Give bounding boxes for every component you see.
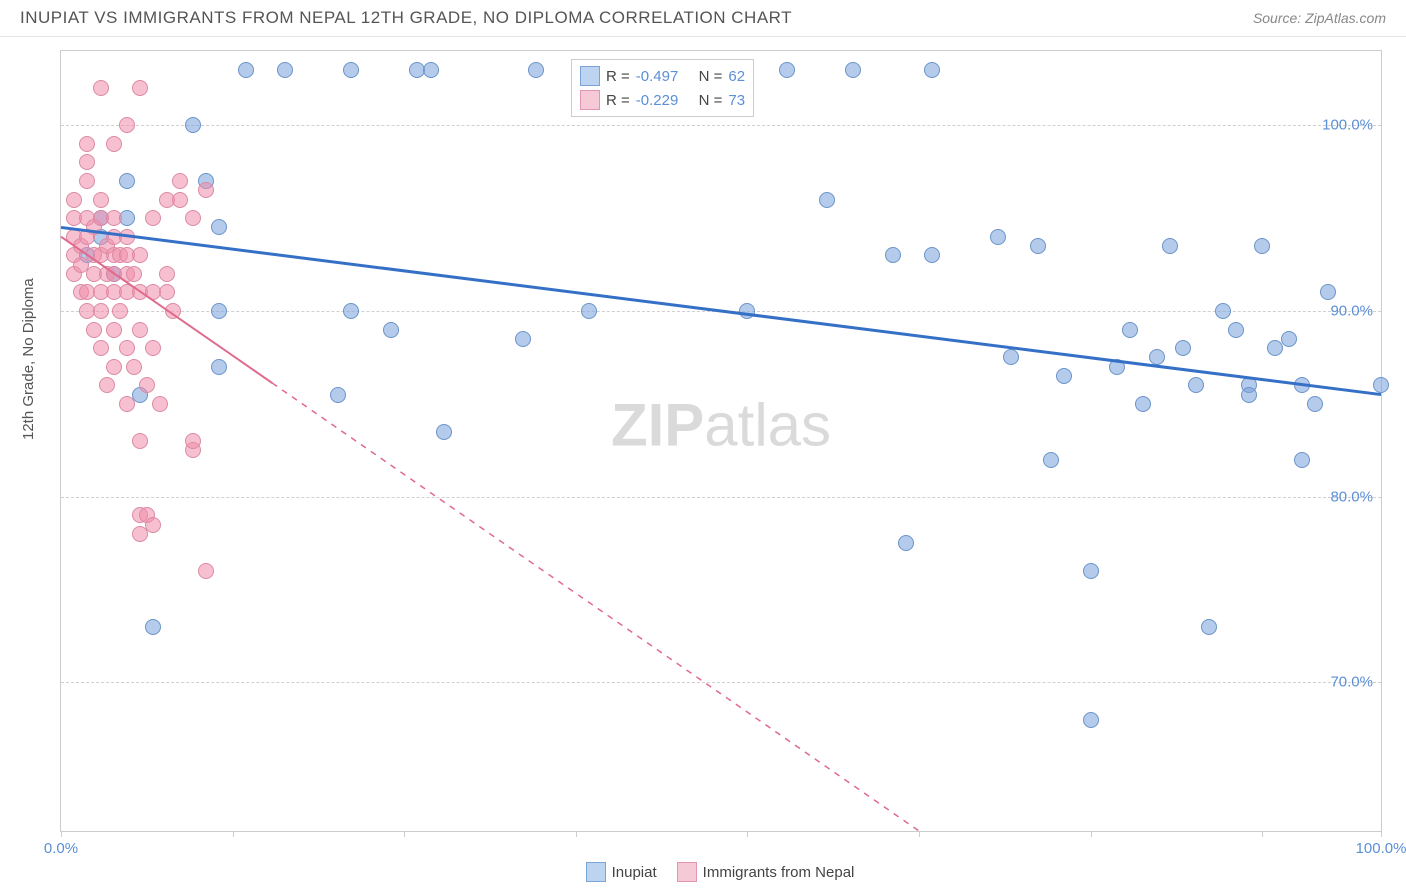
regression-lines	[61, 51, 1381, 831]
correlation-legend: R = -0.497 N = 62 R = -0.229 N = 73	[571, 59, 754, 117]
r-value: -0.497	[636, 68, 679, 85]
regression-line-dashed	[272, 383, 919, 831]
x-tick	[61, 831, 62, 837]
n-value: 73	[728, 92, 745, 109]
chart-plot-area: 70.0%80.0%90.0%100.0%0.0%100.0% ZIPatlas…	[60, 50, 1382, 832]
x-tick	[747, 831, 748, 837]
regression-line-solid	[61, 227, 1381, 394]
legend-item: Immigrants from Nepal	[677, 862, 855, 882]
r-label: R =	[606, 92, 630, 109]
r-value: -0.229	[636, 92, 679, 109]
legend-label: Inupiat	[612, 864, 657, 881]
legend-label: Immigrants from Nepal	[703, 864, 855, 881]
x-tick	[1091, 831, 1092, 837]
swatch-icon	[677, 862, 697, 882]
correlation-row-1: R = -0.497 N = 62	[580, 64, 745, 88]
regression-line-solid	[61, 237, 272, 383]
correlation-row-2: R = -0.229 N = 73	[580, 88, 745, 112]
x-tick	[233, 831, 234, 837]
n-label: N =	[699, 92, 723, 109]
chart-title: INUPIAT VS IMMIGRANTS FROM NEPAL 12TH GR…	[20, 8, 792, 28]
x-tick	[919, 831, 920, 837]
swatch-icon	[580, 66, 600, 86]
series-legend: Inupiat Immigrants from Nepal	[60, 862, 1380, 882]
y-axis-label: 12th Grade, No Diploma	[20, 278, 37, 440]
x-tick	[1262, 831, 1263, 837]
x-tick-label: 100.0%	[1356, 840, 1406, 857]
x-tick-label: 0.0%	[44, 840, 78, 857]
legend-item: Inupiat	[586, 862, 657, 882]
x-tick	[1381, 831, 1382, 837]
r-label: R =	[606, 68, 630, 85]
chart-header: INUPIAT VS IMMIGRANTS FROM NEPAL 12TH GR…	[0, 0, 1406, 37]
swatch-icon	[586, 862, 606, 882]
x-tick	[404, 831, 405, 837]
source-label: Source: ZipAtlas.com	[1253, 10, 1386, 26]
x-tick	[576, 831, 577, 837]
swatch-icon	[580, 90, 600, 110]
n-label: N =	[699, 68, 723, 85]
n-value: 62	[728, 68, 745, 85]
